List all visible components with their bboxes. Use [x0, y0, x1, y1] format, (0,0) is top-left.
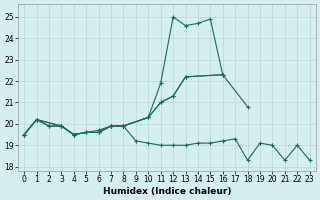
X-axis label: Humidex (Indice chaleur): Humidex (Indice chaleur) [103, 187, 231, 196]
